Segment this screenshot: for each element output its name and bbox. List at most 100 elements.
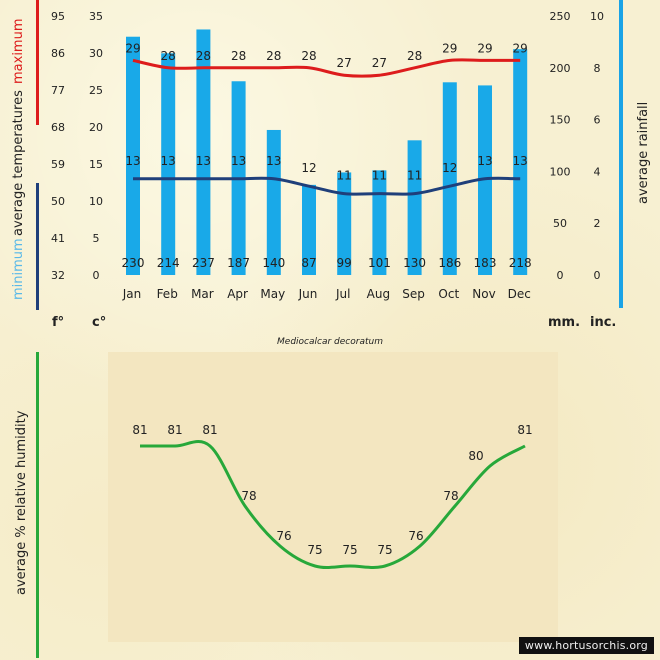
humidity-value-label: 76	[408, 529, 423, 543]
month-label: Jan	[122, 287, 142, 301]
celsius-tick: 35	[89, 10, 103, 23]
fahrenheit-tick: 95	[51, 10, 65, 23]
rainfall-label: average rainfall	[636, 102, 651, 204]
humidity-value-label: 81	[202, 423, 217, 437]
max-temp-label: 28	[266, 49, 281, 63]
rainfall-value-label: 237	[192, 256, 215, 270]
max-temp-axis-bar	[36, 0, 39, 125]
rain-inch-tick: 8	[594, 62, 601, 75]
max-temp-label: 28	[161, 49, 176, 63]
rain-inch-tick: 4	[594, 165, 601, 178]
rain-inch-tick: 0	[594, 269, 601, 282]
month-label: Oct	[438, 287, 459, 301]
month-label: May	[260, 287, 285, 301]
rain-mm-tick: 200	[550, 62, 571, 75]
min-label: minimum	[11, 238, 26, 300]
month-label: Jun	[298, 287, 318, 301]
rainfall-value-label: 99	[337, 256, 352, 270]
min-temp-line	[133, 176, 521, 196]
humidity-value-label: 78	[241, 489, 256, 503]
max-temp-label: 28	[407, 49, 422, 63]
max-temp-label: 28	[231, 49, 246, 63]
max-temp-label: 29	[477, 41, 492, 55]
rainfall-axis-bar	[619, 0, 623, 308]
month-label: Sep	[402, 287, 425, 301]
celsius-tick: 30	[89, 47, 103, 60]
rainfall-value-label: 130	[403, 256, 426, 270]
fahrenheit-tick: 32	[51, 269, 65, 282]
celsius-tick: 25	[89, 84, 103, 97]
min-temp-label: 12	[301, 161, 316, 175]
month-label: Apr	[227, 287, 248, 301]
humidity-value-label: 78	[443, 489, 458, 503]
rainfall-bar	[126, 36, 140, 275]
rainfall-bar	[196, 29, 211, 275]
rainfall-bar	[337, 172, 352, 275]
fahrenheit-axis: 95 86 77 68 59 50 41 32	[51, 10, 65, 282]
rain-mm-tick: 0	[557, 269, 564, 282]
celsius-tick: 0	[93, 269, 100, 282]
min-temp-axis-bar	[36, 183, 39, 310]
month-label: Nov	[472, 287, 495, 301]
humidity-value-label: 81	[517, 423, 532, 437]
data-labels: 29 28 28 28 28 28 27 27 28 29 29 29 13 13 13 13 13 12 11 11…	[122, 41, 532, 270]
month-labels: Jan Feb Mar Apr May Jun Jul Aug Sep Oct Nov Dec	[122, 287, 531, 301]
humidity-axis-bar	[36, 352, 39, 658]
max-temp-line	[132, 58, 521, 78]
rain-mm-tick: 50	[553, 217, 567, 230]
site-watermark[interactable]: www.hortusorchis.org	[518, 637, 654, 654]
rain-inch-tick: 2	[594, 217, 601, 230]
humidity-value-label: 75	[307, 543, 322, 557]
min-temp-label: 11	[407, 169, 422, 183]
max-label: maximum	[11, 18, 26, 84]
rainfall-value-label: 187	[227, 256, 250, 270]
species-title: Mediocalcar decoratum	[277, 337, 383, 347]
rainfall-bar	[302, 184, 316, 275]
celsius-tick: 20	[89, 121, 103, 134]
rainfall-bar	[372, 170, 387, 275]
fahrenheit-tick: 59	[51, 158, 65, 171]
min-temp-label: 13	[513, 154, 528, 168]
rain-inch-tick: 10	[590, 10, 604, 23]
rainfall-value-label: 218	[509, 256, 532, 270]
min-temp-label: 13	[231, 154, 246, 168]
min-temp-label: 13	[125, 154, 140, 168]
rainfall-bar	[266, 129, 281, 275]
max-temp-label: 27	[337, 56, 352, 70]
celsius-unit: c°	[92, 315, 106, 330]
month-label: Mar	[191, 287, 214, 301]
fahrenheit-tick: 77	[51, 84, 65, 97]
fahrenheit-tick: 68	[51, 121, 65, 134]
rainfall-value-label: 87	[301, 256, 316, 270]
rain-inch-tick: 6	[594, 114, 601, 127]
rainfall-value-label: 186	[438, 256, 461, 270]
humidity-value-label: 76	[276, 529, 291, 543]
rainfall-value-label: 101	[368, 256, 391, 270]
month-label: Feb	[157, 287, 178, 301]
humidity-value-label: 81	[132, 423, 147, 437]
rainfall-bar	[513, 49, 528, 275]
max-temp-label: 28	[301, 49, 316, 63]
humidity-value-label: 80	[468, 449, 483, 463]
month-label: Jul	[335, 287, 350, 301]
rainfall-bar	[407, 140, 422, 275]
rain-mm-tick: 150	[550, 114, 571, 127]
min-temp-label: 13	[196, 154, 211, 168]
humidity-line	[139, 440, 526, 569]
inch-unit: inc.	[590, 315, 616, 330]
rainfall-bars	[126, 29, 528, 275]
month-label: Aug	[367, 287, 390, 301]
max-temp-label: 27	[372, 56, 387, 70]
celsius-tick: 15	[89, 158, 103, 171]
min-temp-label: 11	[337, 169, 352, 183]
celsius-tick: 10	[89, 195, 103, 208]
max-temp-label: 28	[196, 49, 211, 63]
mm-unit: mm.	[548, 315, 580, 330]
min-temp-label: 12	[442, 161, 457, 175]
fahrenheit-tick: 50	[51, 195, 65, 208]
min-temp-label: 13	[161, 154, 176, 168]
fahrenheit-tick: 86	[51, 47, 65, 60]
humidity-label: average % relative humidity	[14, 410, 29, 595]
rain-inch-axis: 10 8 6 4 2 0	[590, 10, 604, 282]
